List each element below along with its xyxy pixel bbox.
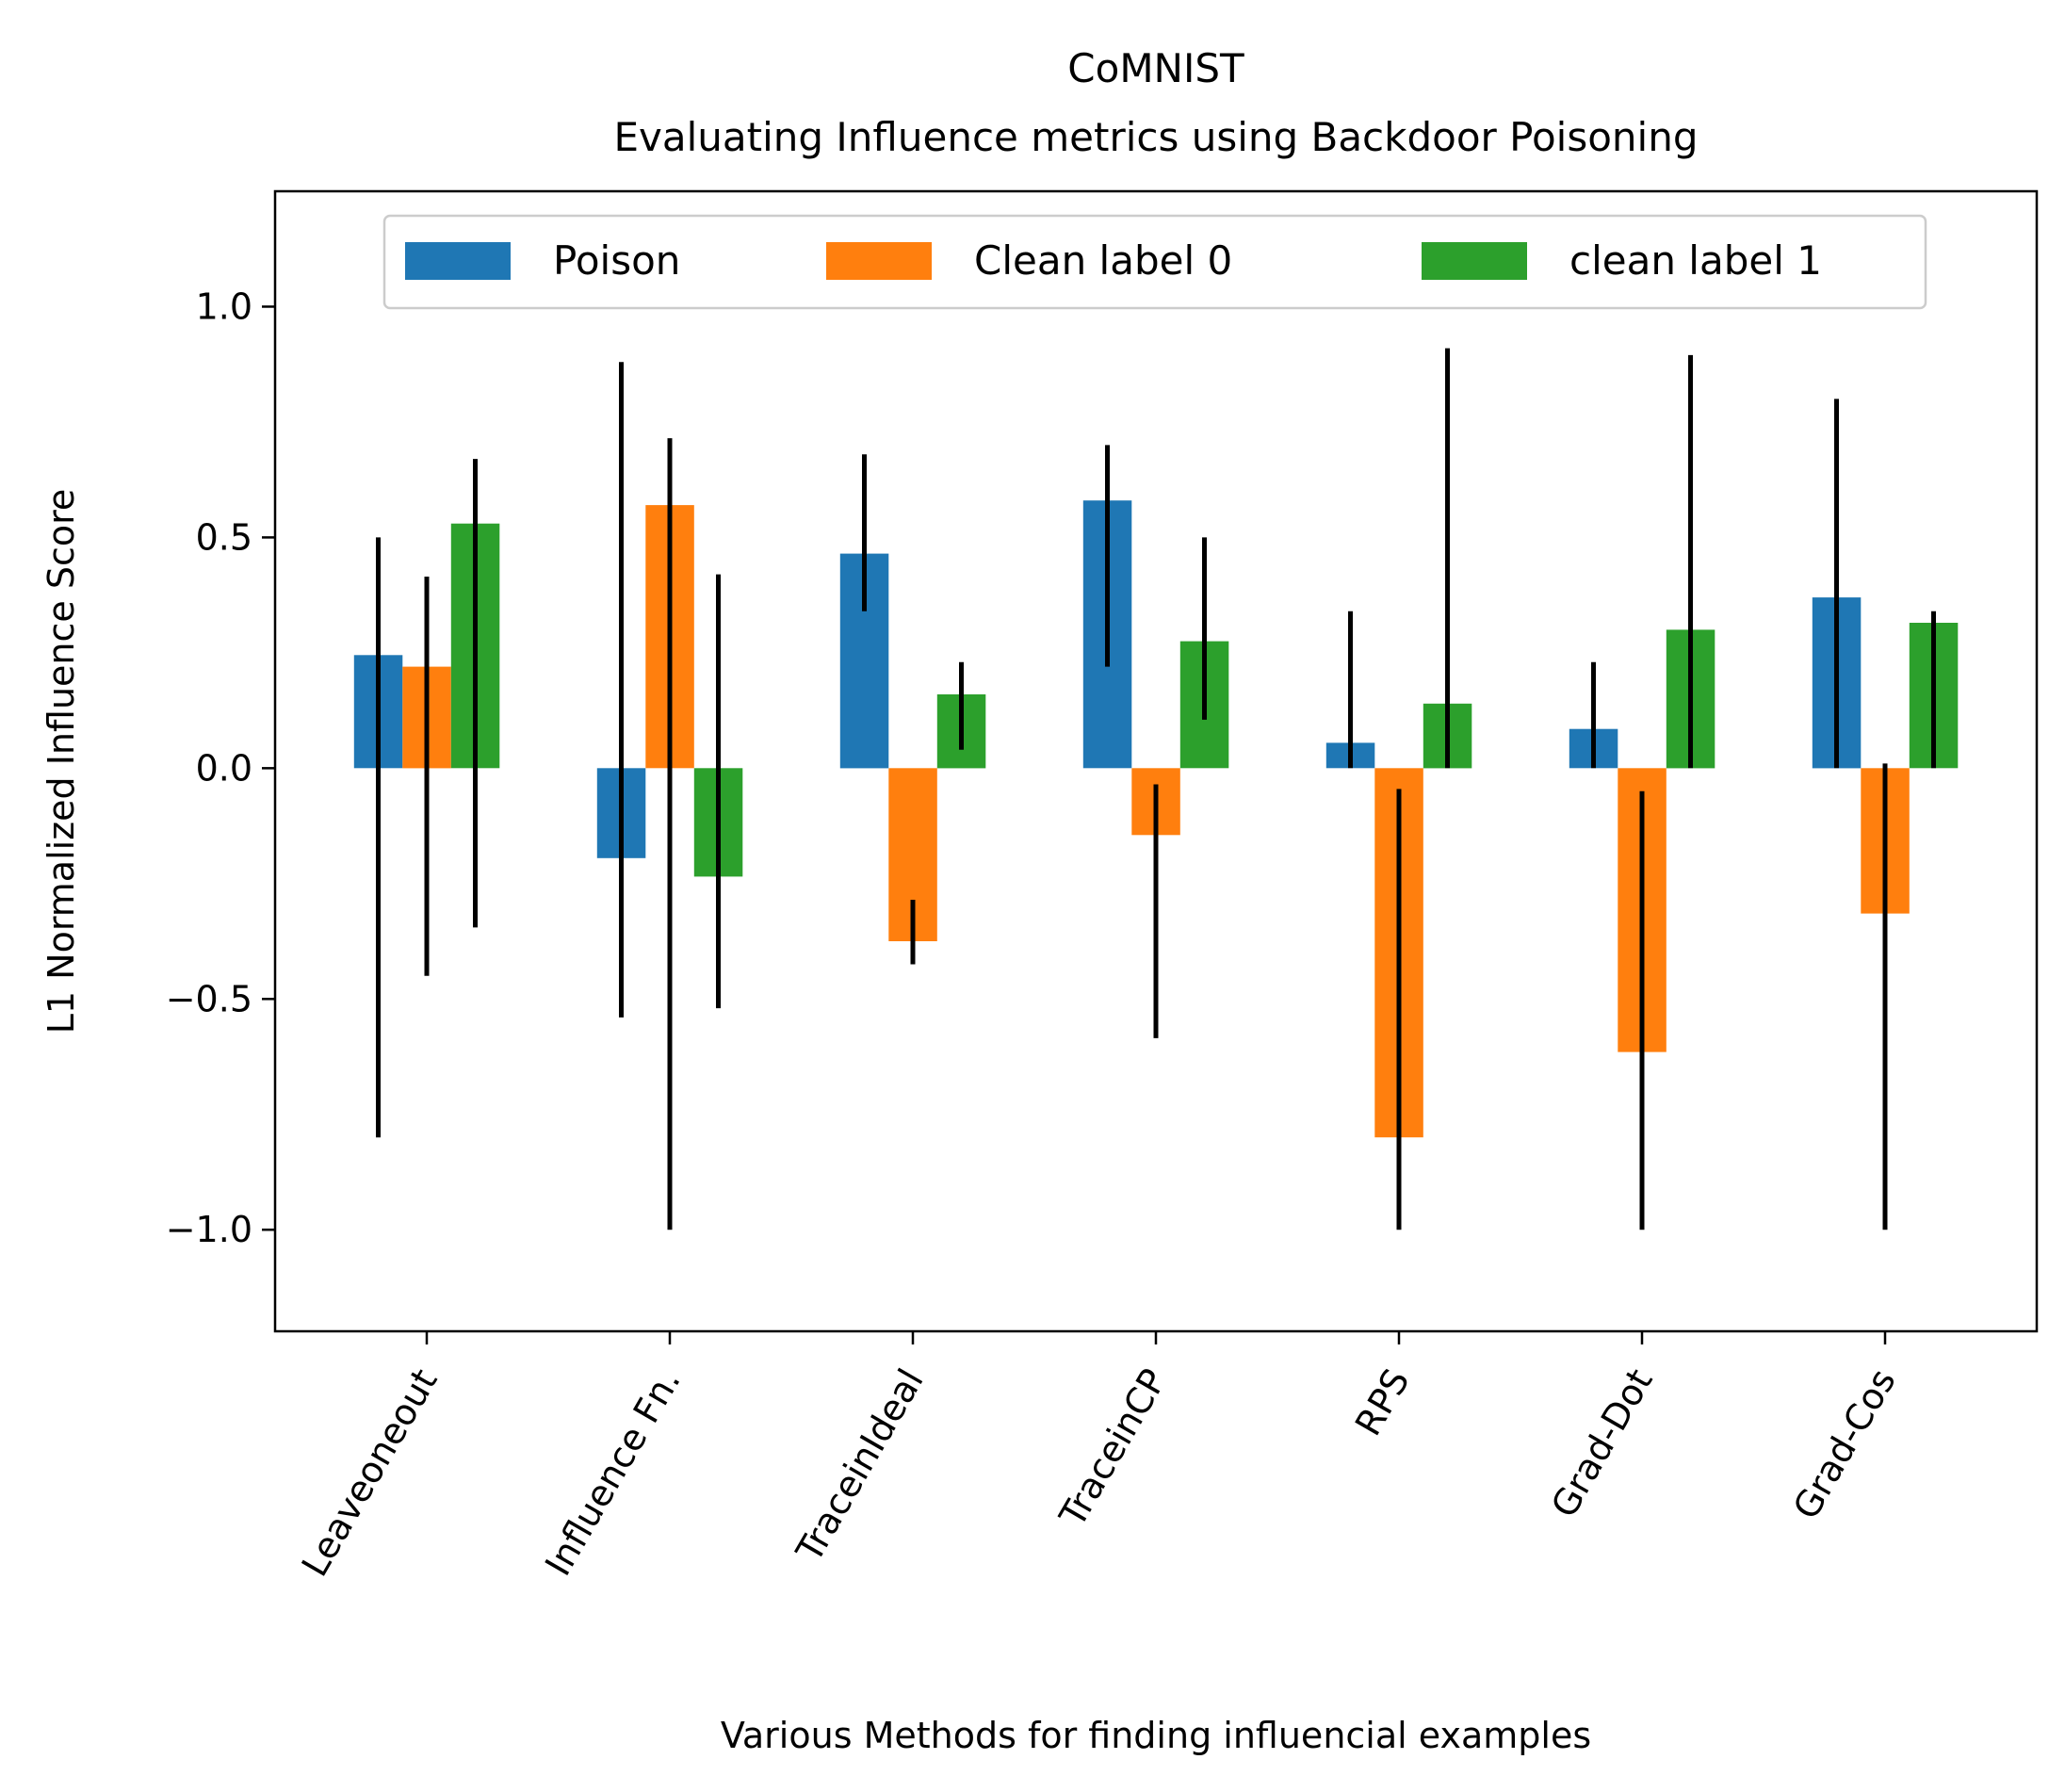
y-axis-label: L1 Normalized Influence Score <box>41 489 82 1034</box>
legend-swatch <box>405 242 511 280</box>
y-tick-label: 0.5 <box>196 516 252 558</box>
legend-swatch <box>1422 242 1527 280</box>
legend: Poison Clean label 0 clean label 1 <box>382 214 1927 310</box>
legend-box <box>382 214 1927 310</box>
y-tick-label: −1.0 <box>166 1209 252 1250</box>
x-axis-label: Various Methods for finding influencial … <box>721 1715 1591 1756</box>
y-tick-label: 1.0 <box>196 285 252 327</box>
legend-label: Clean label 0 <box>974 237 1232 284</box>
y-tick-label: 0.0 <box>196 747 252 789</box>
legend-swatch <box>826 242 932 280</box>
chart-title-line2: Evaluating Influence metrics using Backd… <box>613 114 1698 160</box>
plot-frame <box>273 189 2039 1333</box>
legend-label: clean label 1 <box>1569 237 1822 284</box>
errorbars-layer <box>376 348 1936 1230</box>
legend-label: Poison <box>553 237 680 284</box>
bars-layer <box>353 500 1959 1138</box>
y-axis: 1.0 0.5 0.0 −0.5 −1.0 <box>166 285 275 1250</box>
y-tick-label: −0.5 <box>166 978 252 1019</box>
chart-title-line1: CoMNIST <box>1067 45 1244 91</box>
